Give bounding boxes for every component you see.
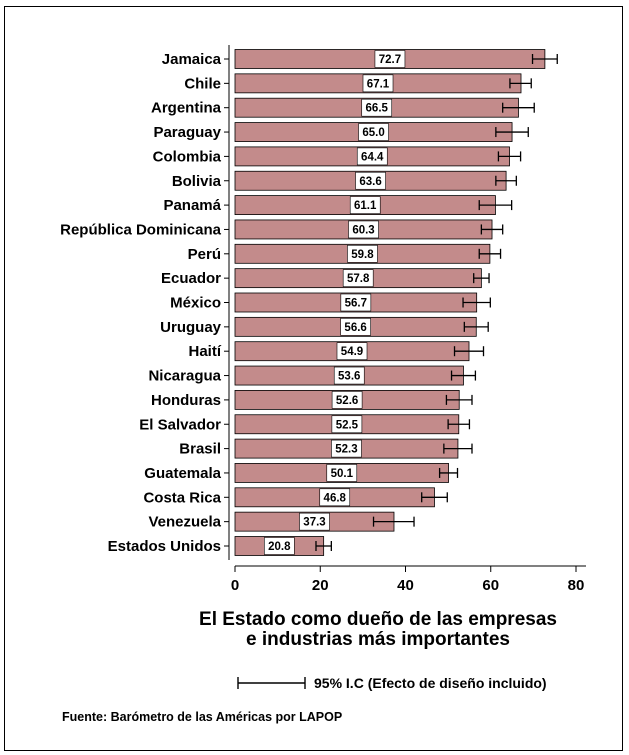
- value-label-box-chile: [362, 74, 394, 93]
- source-note: Fuente: Barómetro de las Américas por LA…: [62, 710, 342, 724]
- x-axis-title-line-2: e industrias más importantes: [246, 629, 510, 650]
- value-label-republica-dominicana: 60.3: [352, 224, 374, 236]
- value-label-haiti: 54.9: [341, 346, 363, 358]
- value-label-box-nicaragua: [333, 366, 365, 385]
- value-label-box-brasil: [331, 439, 362, 458]
- x-tick-label-40: 40: [397, 577, 414, 594]
- value-label-honduras: 52.6: [336, 395, 358, 407]
- category-label-guatemala: Guatemala: [144, 465, 221, 482]
- category-label-venezuela: Venezuela: [148, 514, 221, 531]
- legend-label: 95% I.C (Efecto de diseño incluido): [314, 675, 547, 691]
- category-label-republica-dominicana: República Dominicana: [60, 221, 222, 238]
- value-label-box-colombia: [356, 147, 388, 166]
- value-label-box-argentina: [361, 98, 393, 117]
- value-label-mexico: 56.7: [345, 298, 367, 310]
- value-label-box-jamaica: [374, 50, 406, 68]
- x-axis-title-line-1: El Estado como dueño de las empresas: [199, 609, 557, 630]
- category-label-costa-rica: Costa Rica: [143, 489, 221, 506]
- value-label-box-bolivia: [355, 171, 386, 190]
- category-label-panama: Panamá: [163, 197, 221, 214]
- value-label-box-ecuador: [342, 269, 374, 287]
- value-label-panama: 61.1: [354, 200, 377, 212]
- value-label-uruguay: 56.6: [344, 322, 366, 334]
- category-label-ecuador: Ecuador: [161, 270, 221, 287]
- value-label-jamaica: 72.7: [379, 54, 401, 66]
- value-label-peru: 59.8: [351, 249, 374, 261]
- category-label-estados-unidos: Estados Unidos: [108, 538, 221, 555]
- chart-frame: [4, 6, 623, 751]
- value-label-box-mexico: [340, 293, 372, 312]
- x-tick-label-20: 20: [312, 577, 329, 594]
- value-label-box-el-salvador: [331, 415, 363, 434]
- category-label-brasil: Brasil: [179, 441, 221, 458]
- value-label-ecuador: 57.8: [347, 273, 370, 285]
- category-label-paraguay: Paraguay: [153, 124, 221, 141]
- value-label-chile: 67.1: [367, 78, 390, 90]
- category-label-haiti: Haití: [188, 343, 221, 360]
- value-label-nicaragua: 53.6: [338, 371, 360, 383]
- value-label-guatemala: 50.1: [331, 468, 354, 480]
- value-label-box-costa-rica: [319, 488, 351, 507]
- value-label-box-panama: [349, 196, 381, 214]
- category-label-chile: Chile: [184, 75, 221, 92]
- value-label-box-estados-unidos: [264, 537, 295, 555]
- x-axis: 0 20 40 60 80: [231, 565, 586, 594]
- value-label-box-paraguay: [358, 123, 389, 141]
- category-label-uruguay: Uruguay: [160, 319, 222, 336]
- category-label-bolivia: Bolivia: [172, 173, 222, 190]
- value-label-box-haiti: [336, 342, 368, 361]
- value-label-box-guatemala: [326, 464, 358, 482]
- x-tick-label-60: 60: [482, 577, 499, 594]
- category-label-colombia: Colombia: [153, 148, 222, 165]
- value-label-argentina: 66.5: [366, 103, 389, 115]
- category-label-mexico: México: [170, 295, 221, 312]
- value-label-estados-unidos: 20.8: [268, 541, 291, 553]
- value-label-colombia: 64.4: [361, 151, 384, 163]
- value-label-costa-rica: 46.8: [324, 492, 347, 504]
- category-label-argentina: Argentina: [151, 100, 222, 117]
- value-label-box-peru: [347, 245, 378, 263]
- value-label-el-salvador: 52.5: [336, 419, 359, 431]
- value-label-venezuela: 37.3: [303, 517, 325, 529]
- category-label-nicaragua: Nicaragua: [148, 368, 221, 385]
- x-tick-label-0: 0: [231, 577, 239, 594]
- category-label-el-salvador: El Salvador: [139, 416, 221, 433]
- category-label-jamaica: Jamaica: [162, 51, 222, 68]
- value-label-box-honduras: [331, 391, 363, 409]
- value-label-brasil: 52.3: [335, 444, 357, 456]
- category-label-peru: Perú: [188, 246, 221, 263]
- value-label-box-venezuela: [299, 512, 330, 531]
- category-axis: Jamaica Chile Argentina Paraguay Colombia Bol…: [60, 45, 230, 560]
- value-label-bolivia: 63.6: [359, 176, 381, 188]
- bars-layer: 72.7 67.1 66.5 65.0 64.4 63.6 61.1 60.3 59.8 57.8…: [234, 49, 558, 556]
- value-label-paraguay: 65.0: [362, 127, 384, 139]
- value-label-box-uruguay: [340, 318, 371, 336]
- x-tick-label-80: 80: [568, 577, 585, 594]
- value-label-box-republica-dominicana: [348, 220, 379, 239]
- category-label-honduras: Honduras: [151, 392, 221, 409]
- legend: 95% I.C (Efecto de diseño incluido): [237, 675, 547, 691]
